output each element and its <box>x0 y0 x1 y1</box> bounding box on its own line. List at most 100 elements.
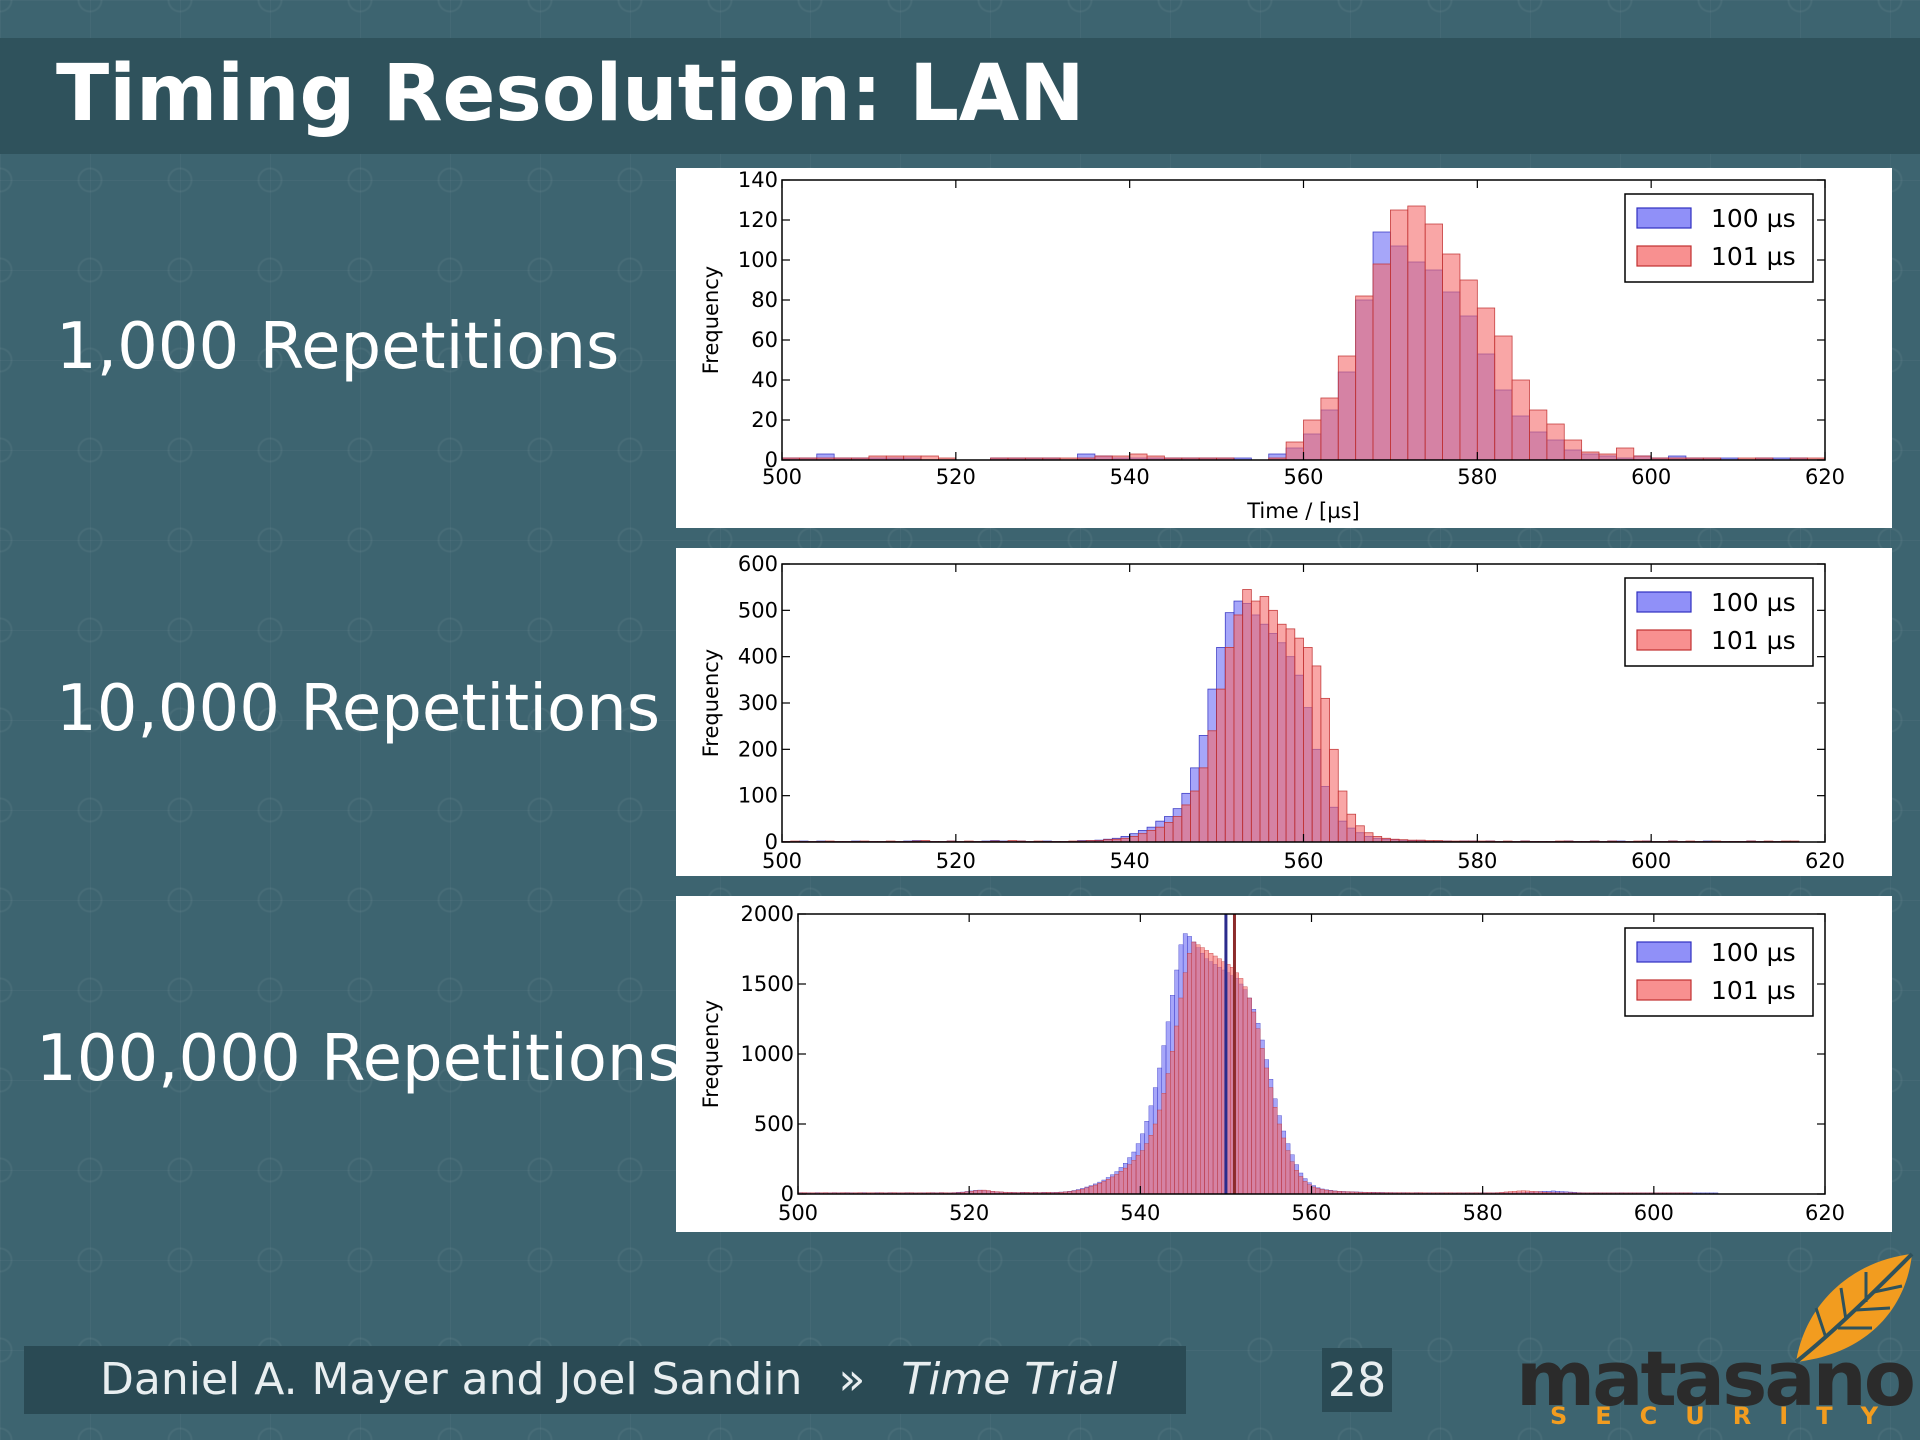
label-10000-repetitions: 10,000 Repetitions <box>56 672 661 746</box>
histogram-bar <box>1250 600 1261 843</box>
x-tick-label: 500 <box>762 849 802 873</box>
histogram-bar <box>1337 790 1348 843</box>
histogram-bar <box>1097 1183 1103 1195</box>
x-tick-label: 520 <box>949 1201 989 1225</box>
y-axis-label: Frequency <box>699 1000 723 1109</box>
histogram-bar <box>1152 1123 1158 1195</box>
histogram-bar <box>1264 1067 1269 1195</box>
histogram-bar <box>1129 453 1148 461</box>
x-tick-label: 600 <box>1631 465 1671 489</box>
logo-wordmark: matasano <box>1516 1334 1916 1423</box>
histogram-bar <box>1320 397 1339 461</box>
y-tick-label: 300 <box>738 691 778 715</box>
legend-label: 100 µs <box>1711 938 1796 967</box>
histogram-bar <box>1294 1170 1299 1195</box>
histogram-bar <box>1511 379 1530 461</box>
y-tick-label: 200 <box>738 737 778 761</box>
histogram-bar <box>1355 825 1365 843</box>
histogram-bar <box>1157 1109 1162 1195</box>
histogram-bar <box>1161 1092 1167 1195</box>
histogram-bar <box>1084 1187 1090 1195</box>
footer-separator: » <box>838 1354 866 1405</box>
histogram-bar <box>1110 1176 1115 1195</box>
legend-label: 101 µs <box>1711 976 1796 1005</box>
y-tick-label: 40 <box>751 368 778 392</box>
histogram-bar <box>1187 953 1192 1195</box>
histogram-bar <box>1329 748 1339 843</box>
y-tick-label: 100 <box>738 784 778 808</box>
histogram-bar <box>1268 1087 1274 1195</box>
x-tick-label: 620 <box>1805 465 1845 489</box>
y-tick-label: 1500 <box>741 972 794 996</box>
histogram-bar <box>1298 1176 1304 1195</box>
x-tick-label: 540 <box>1110 849 1150 873</box>
footer-bar <box>24 1346 1186 1414</box>
x-tick-label: 600 <box>1631 849 1671 873</box>
histogram-bar <box>1181 804 1191 843</box>
histogram-bar <box>1127 1164 1132 1195</box>
legend-label: 101 µs <box>1711 626 1796 655</box>
x-tick-label: 580 <box>1463 1201 1503 1225</box>
histogram-bar <box>1372 263 1391 461</box>
leaf-icon <box>1794 1252 1914 1364</box>
title-bar <box>0 38 1920 154</box>
histogram-bar <box>1303 419 1322 461</box>
y-tick-label: 20 <box>751 408 778 432</box>
histogram-bar <box>1277 1123 1282 1195</box>
histogram-bar <box>1285 628 1296 843</box>
histogram-bar <box>1233 614 1244 843</box>
x-axis-label: Time / [µs] <box>1246 499 1360 523</box>
histogram-bar <box>1268 609 1278 843</box>
x-tick-label: 560 <box>1291 1201 1331 1225</box>
histogram-bar <box>1355 295 1374 461</box>
x-tick-label: 540 <box>1120 1201 1160 1225</box>
histogram-10000: 500 520 540 560 580 600 620 0 100 200 300 400 500 600… <box>699 552 1845 873</box>
histogram-bar <box>1212 955 1218 1195</box>
histogram-bar <box>1529 409 1548 461</box>
histogram-bar <box>1238 978 1244 1195</box>
matasano-logo: matasano SECURITY <box>1516 1250 1916 1430</box>
chart-panel-1000: 500 520 540 560 580 600 620 0 20 40 60 80 100 120 140 F… <box>676 168 1892 528</box>
histogram-bar <box>1174 1025 1180 1195</box>
histogram-bar <box>1217 958 1222 1195</box>
legend-swatch <box>1636 941 1692 963</box>
logo-subtitle: SECURITY <box>1550 1402 1906 1430</box>
y-tick-label: 600 <box>738 552 778 576</box>
chart-panel-100000: 500 520 540 560 580 600 620 0 500 1000 1500 2000 Fre… <box>676 896 1892 1232</box>
histogram-bar <box>1178 997 1184 1195</box>
histogram-bar <box>1581 451 1600 461</box>
legend-label: 101 µs <box>1711 242 1796 271</box>
histogram-bar <box>1129 836 1139 843</box>
histogram-bar <box>1224 647 1235 843</box>
footer-credits: Daniel A. Mayer and Joel Sandin » Time T… <box>100 1346 1117 1414</box>
histogram-bar <box>1259 596 1270 843</box>
legend-label: 100 µs <box>1711 204 1796 233</box>
histogram-bar <box>1146 830 1157 843</box>
histogram-bar <box>1346 813 1357 843</box>
x-tick-label: 540 <box>1110 465 1150 489</box>
histogram-bar <box>1302 1181 1308 1195</box>
histogram-bar <box>1216 688 1226 843</box>
x-tick-label: 500 <box>778 1201 818 1225</box>
histogram-bar <box>1285 441 1304 461</box>
footer-talk-title: Time Trial <box>901 1354 1118 1405</box>
histogram-bar <box>1148 1134 1154 1195</box>
footer-authors: Daniel A. Mayer and Joel Sandin <box>100 1354 803 1405</box>
page-number: 28 <box>1322 1348 1392 1412</box>
slide-title: Timing Resolution: LAN <box>56 49 1085 139</box>
chart-panel-10000: 500 520 540 560 580 600 620 0 100 200 300 400 500 600… <box>676 548 1892 876</box>
histogram-bar <box>1208 953 1214 1195</box>
histogram-bar <box>1315 1188 1321 1195</box>
histogram-bar <box>1137 833 1148 843</box>
y-tick-label: 500 <box>738 598 778 622</box>
histogram-bar <box>1272 1106 1278 1195</box>
series-101us <box>781 205 1826 461</box>
histogram-bar <box>1182 972 1188 1195</box>
y-tick-label: 0 <box>765 448 778 472</box>
histogram-bar <box>1294 637 1304 843</box>
y-tick-label: 2000 <box>741 902 794 926</box>
x-tick-label: 620 <box>1805 1201 1845 1225</box>
histogram-bar <box>1101 1181 1107 1195</box>
x-tick-label: 560 <box>1283 465 1323 489</box>
histogram-bar <box>1598 453 1617 461</box>
